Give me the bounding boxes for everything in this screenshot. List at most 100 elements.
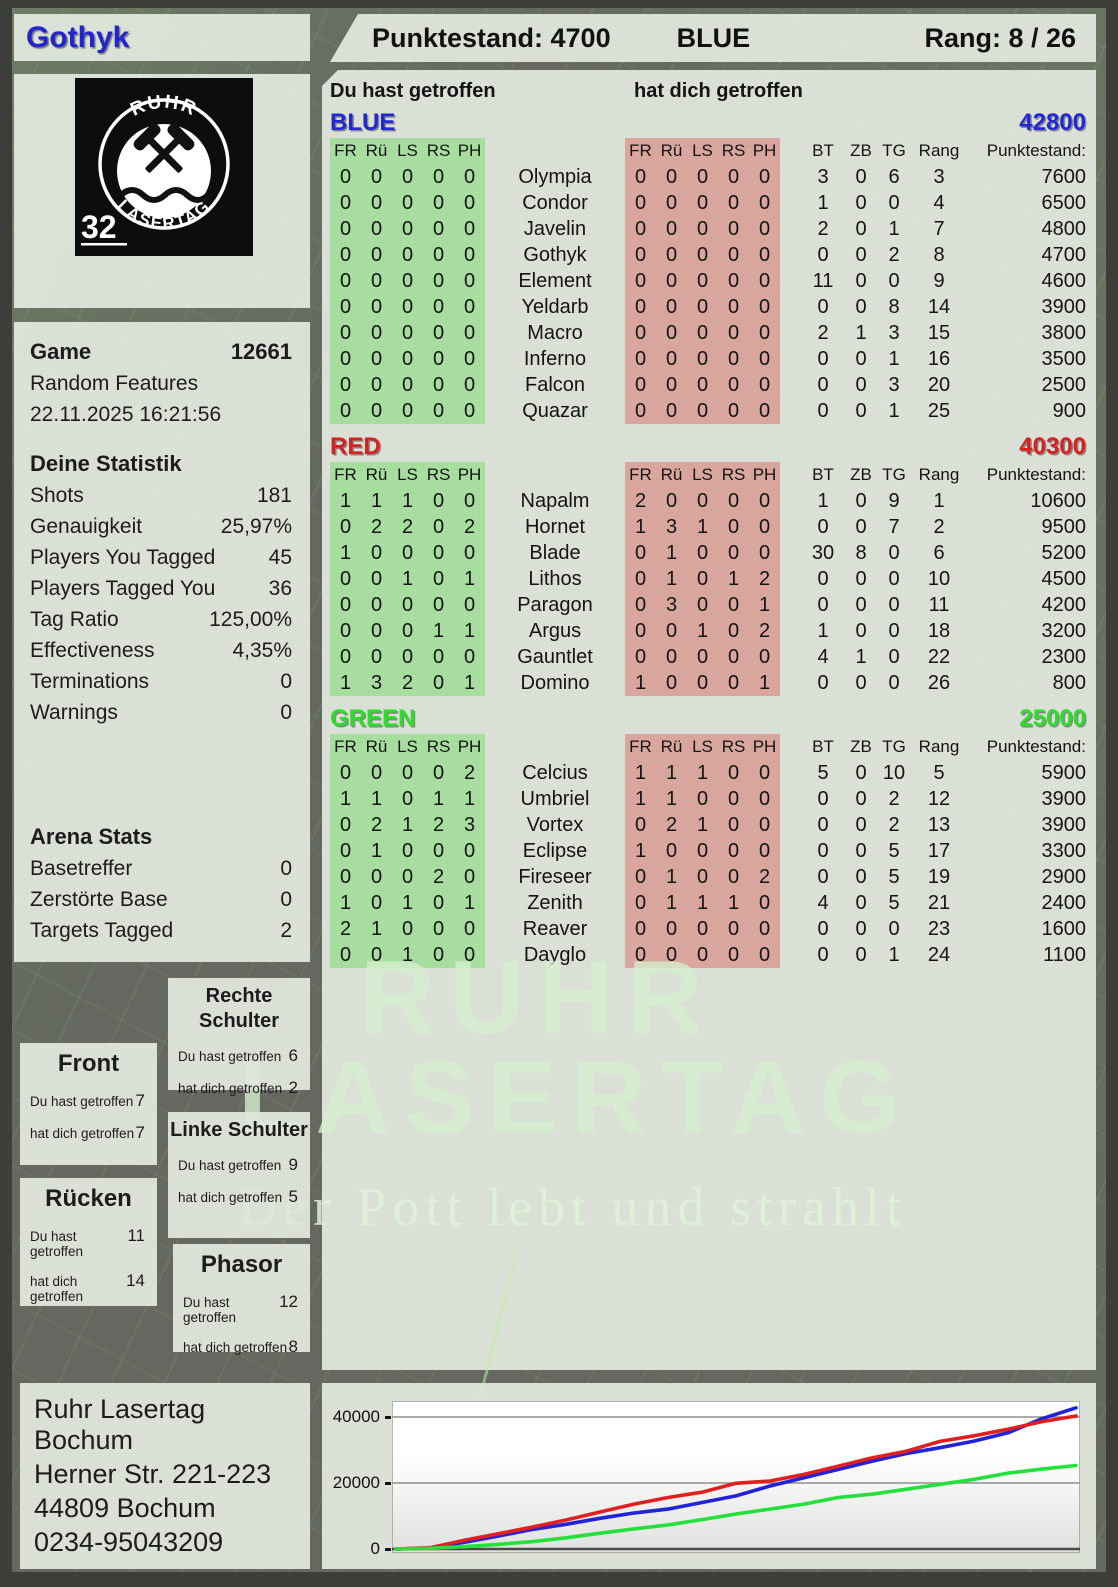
them-hit-value: 5 (288, 1187, 298, 1206)
table-cell: 0 (749, 760, 780, 786)
table-cell: 0 (625, 540, 656, 566)
table-cell: 1 (718, 566, 749, 592)
table-cell: 0 (855, 892, 867, 914)
table-cell: 0 (687, 864, 718, 890)
table-cell (780, 268, 802, 294)
them-hit-label: hat dich getroffen (30, 1274, 84, 1304)
table-cell: 0 (423, 540, 454, 566)
table-cell: 0 (423, 164, 454, 190)
stat-value: 45 (268, 546, 292, 569)
table-cell: 0 (330, 320, 361, 346)
table-cell: 1 (625, 670, 656, 696)
table-cell: 0 (423, 670, 454, 696)
table-cell: Condor (522, 192, 588, 214)
table-cell: Rü (361, 734, 392, 760)
table-cell: 0 (625, 346, 656, 372)
table-cell: 1 (656, 890, 687, 916)
table-cell: BT (812, 141, 834, 160)
table-cell: 0 (423, 216, 454, 242)
table-cell: 0 (656, 670, 687, 696)
table-cell: 0 (454, 398, 485, 424)
table-cell: 5 (888, 840, 900, 862)
table-cell: ZB (850, 465, 872, 484)
table-cell: 4500 (1041, 568, 1087, 590)
table-cell (780, 618, 802, 644)
bodypart-title: Linke Schulter (170, 1119, 308, 1141)
table-cell: 0 (817, 866, 829, 888)
table-cell: 0 (625, 320, 656, 346)
table-cell (780, 294, 802, 320)
table-cell: RS (423, 734, 454, 760)
table-cell: 800 (1052, 672, 1086, 694)
table-cell: 0 (423, 566, 454, 592)
table-cell: 0 (817, 348, 829, 370)
table-cell: Rang (918, 141, 960, 160)
stat-value: 0 (280, 888, 292, 911)
table-cell: 0 (656, 320, 687, 346)
table-cell: 6 (888, 166, 900, 188)
stat-value: 0 (280, 857, 292, 880)
table-cell: Punktestand: (986, 141, 1086, 160)
table-cell: 0 (687, 644, 718, 670)
table-cell: 0 (687, 786, 718, 812)
table-cell: 0 (392, 268, 423, 294)
table-cell: TG (882, 465, 906, 484)
stat-label: Warnings (30, 701, 118, 724)
stat-row: Targets Tagged 2 (30, 915, 292, 946)
table-cell: 0 (392, 916, 423, 942)
stat-row: Terminations 0 (30, 666, 292, 697)
table-cell: 0 (361, 942, 392, 968)
table-cell: 0 (718, 812, 749, 838)
table-cell: 0 (625, 942, 656, 968)
table-cell: 0 (392, 618, 423, 644)
table-cell: 0 (817, 672, 829, 694)
table-cell: LS (687, 734, 718, 760)
table-cell: 0 (625, 644, 656, 670)
series-line-green (394, 1463, 1078, 1551)
table-cell: 9 (933, 270, 945, 292)
table-cell: 0 (855, 866, 867, 888)
table-cell: 0 (330, 592, 361, 618)
table-cell: 1600 (1041, 918, 1087, 940)
table-cell: 0 (718, 838, 749, 864)
table-cell: 0 (718, 190, 749, 216)
table-cell: 1 (817, 192, 829, 214)
table-cell: 0 (888, 594, 900, 616)
team-tables: BLUE 42800 FR Rü LS RS PH FR Rü LS RS PH BT ZB TG Rang P… (322, 108, 1096, 968)
punktestand-header: Punktestand: 4700 (372, 22, 611, 53)
table-cell: 0 (454, 294, 485, 320)
stat-row: Effectiveness 4,35% (30, 635, 292, 666)
table-cell: 0 (454, 164, 485, 190)
stat-row: Zerstörte Base 0 (30, 884, 292, 915)
table-cell: 0 (817, 788, 829, 810)
table-cell: 0 (454, 644, 485, 670)
table-cell: 0 (656, 398, 687, 424)
game-id: 12661 (230, 339, 292, 364)
you-hit-label: Du hast getroffen (30, 1229, 84, 1259)
them-hit-label: hat dich getroffen (178, 1081, 283, 1096)
bodypart-title: Phasor (200, 1251, 283, 1278)
table-cell: 1 (855, 646, 867, 668)
venue-phone: 0234-95043209 (34, 1526, 224, 1557)
table-cell: 1 (330, 540, 361, 566)
series-line-blue (394, 1406, 1078, 1551)
table-cell (485, 138, 625, 164)
you-hit-value: 7 (135, 1091, 145, 1110)
table-cell: 0 (454, 346, 485, 372)
table-cell: 0 (330, 268, 361, 294)
table-cell: 0 (330, 618, 361, 644)
table-cell: 0 (361, 346, 392, 372)
table-cell: 0 (718, 346, 749, 372)
table-cell: 0 (687, 190, 718, 216)
table-cell (780, 864, 802, 890)
rank-header: Rang: 8 / 26 (924, 22, 1076, 53)
table-cell (780, 190, 802, 216)
table-cell: RS (423, 462, 454, 488)
table-cell: 1 (454, 566, 485, 592)
table-cell: 0 (625, 294, 656, 320)
table-cell: 3 (933, 166, 945, 188)
stat-row: Basetreffer 0 (30, 853, 292, 884)
table-cell: 0 (656, 294, 687, 320)
table-cell: 0 (718, 864, 749, 890)
them-hit-value: 2 (288, 1078, 298, 1097)
